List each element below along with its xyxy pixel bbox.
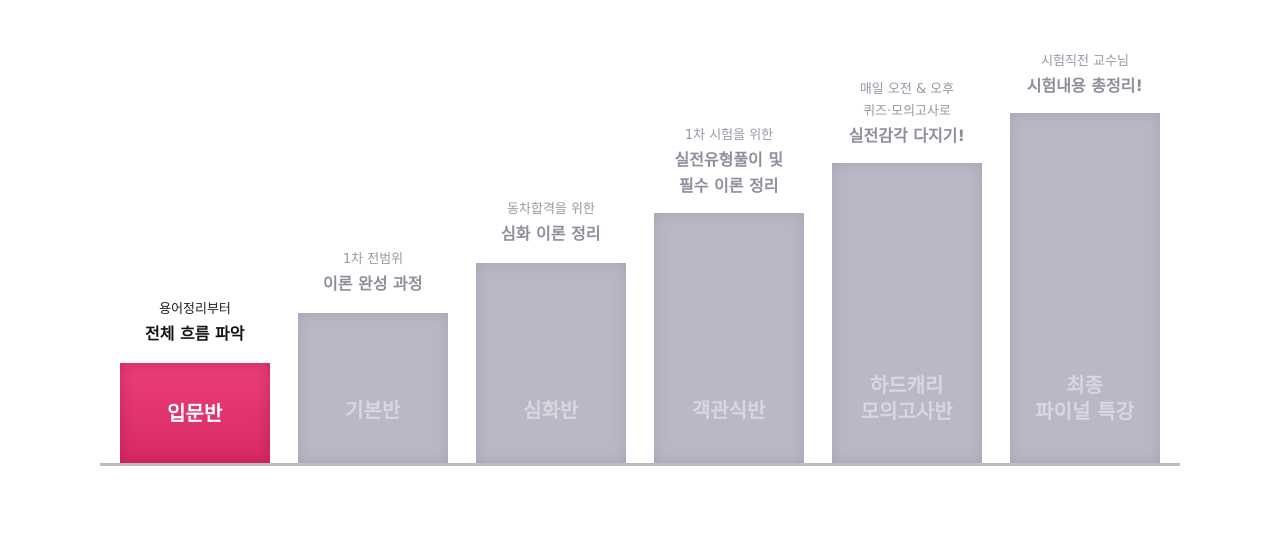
step-caption: 용어정리부터 전체 흐름 파악 — [90, 299, 300, 347]
step-mock-exam: 매일 오전 & 오후 퀴즈·모의고사로 실전감각 다지기! 하드캐리 모의고사반 — [832, 82, 982, 463]
step-caption: 시험직전 교수님 시험내용 총정리! — [980, 51, 1190, 99]
step-basic: 1차 전범위 이론 완성 과정 기본반 — [298, 252, 448, 463]
caption-main: 심화 이론 정리 — [501, 224, 601, 243]
bar-label: 최종 파이널 특강 — [1035, 373, 1135, 423]
step-bar[interactable]: 객관식반 — [654, 213, 804, 463]
bar-label: 하드캐리 모의고사반 — [861, 373, 953, 423]
step-bar[interactable]: 심화반 — [476, 263, 626, 463]
step-final: 시험직전 교수님 시험내용 총정리! 최종 파이널 특강 — [1010, 54, 1160, 463]
caption-main: 실전감각 다지기! — [849, 126, 965, 145]
caption-main: 시험내용 총정리! — [1027, 76, 1143, 95]
step-bar[interactable]: 최종 파이널 특강 — [1010, 113, 1160, 463]
bar-label: 입문반 — [167, 401, 223, 425]
caption-main: 이론 완성 과정 — [323, 274, 423, 293]
bar-label: 심화반 — [523, 398, 579, 422]
step-advanced: 동차합격을 위한 심화 이론 정리 심화반 — [476, 202, 626, 463]
bar-label: 객관식반 — [692, 398, 766, 422]
baseline-divider — [100, 463, 1180, 466]
caption-sub: 매일 오전 & 오후 퀴즈·모의고사로 — [859, 82, 955, 119]
step-caption: 1차 시험을 위한 실전유형풀이 및 필수 이론 정리 — [624, 125, 834, 199]
step-objective: 1차 시험을 위한 실전유형풀이 및 필수 이론 정리 객관식반 — [654, 128, 804, 463]
caption-main: 실전유형풀이 및 필수 이론 정리 — [674, 150, 784, 195]
bar-label: 기본반 — [345, 398, 401, 422]
step-caption: 동차합격을 위한 심화 이론 정리 — [446, 199, 656, 247]
caption-main: 전체 흐름 파악 — [145, 324, 245, 343]
step-bar[interactable]: 입문반 — [120, 363, 270, 463]
caption-sub: 1차 전범위 — [342, 252, 404, 267]
step-bar[interactable]: 기본반 — [298, 313, 448, 463]
caption-sub: 1차 시험을 위한 — [684, 128, 774, 143]
step-caption: 매일 오전 & 오후 퀴즈·모의고사로 실전감각 다지기! — [802, 79, 1012, 149]
step-caption: 1차 전범위 이론 완성 과정 — [268, 249, 478, 297]
caption-sub: 용어정리부터 — [159, 302, 231, 317]
step-intro: 용어정리부터 전체 흐름 파악 입문반 — [120, 302, 270, 463]
caption-sub: 시험직전 교수님 — [1041, 54, 1129, 69]
step-bar[interactable]: 하드캐리 모의고사반 — [832, 163, 982, 463]
caption-sub: 동차합격을 위한 — [507, 202, 595, 217]
